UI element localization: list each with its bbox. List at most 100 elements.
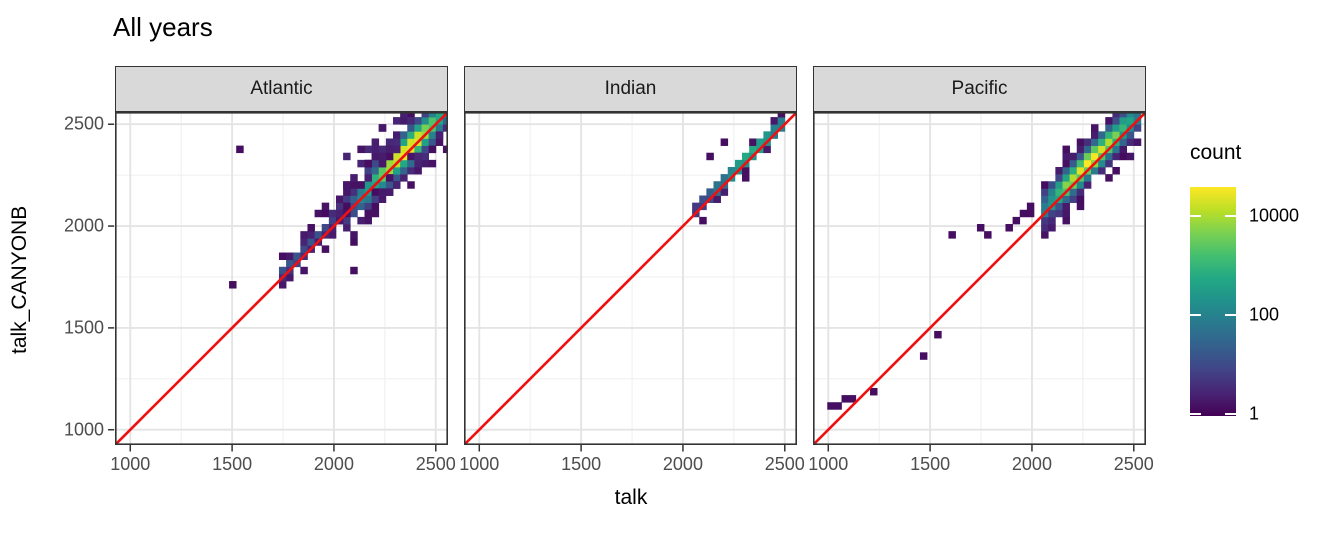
density-bin xyxy=(1055,174,1063,182)
density-bin xyxy=(407,124,415,132)
density-bin xyxy=(414,166,422,175)
density-bin xyxy=(300,231,308,239)
density-bin xyxy=(343,152,351,161)
density-bin xyxy=(1055,166,1063,175)
facet-strip-indian: Indian xyxy=(464,66,797,112)
density-bin xyxy=(278,266,287,275)
density-bin xyxy=(1041,202,1049,211)
density-bin xyxy=(371,188,380,196)
density-bin xyxy=(328,216,337,225)
density-bin xyxy=(421,145,430,154)
density-bin xyxy=(1112,166,1120,175)
density-bin xyxy=(770,124,779,132)
density-bin xyxy=(442,145,448,154)
density-bin xyxy=(393,152,401,161)
density-bin xyxy=(371,145,380,154)
density-bin xyxy=(343,224,351,232)
density-bin xyxy=(763,131,771,139)
density-bin xyxy=(1098,159,1106,168)
density-bin xyxy=(713,181,721,189)
density-bin xyxy=(314,231,323,239)
density-bin xyxy=(742,166,750,175)
density-bin xyxy=(1083,152,1092,161)
density-bin xyxy=(1091,166,1099,175)
density-bin xyxy=(428,117,437,125)
density-bin xyxy=(1076,195,1085,203)
density-bin xyxy=(414,117,422,125)
density-bin xyxy=(749,138,757,146)
facet-strip-pacific: Pacific xyxy=(813,66,1146,112)
density-bin xyxy=(293,252,301,261)
density-bin xyxy=(742,152,750,161)
density-bin xyxy=(442,124,448,132)
density-bin xyxy=(407,152,415,161)
density-bin xyxy=(343,181,351,189)
density-bin xyxy=(385,174,394,182)
density-bin xyxy=(343,216,351,225)
density-bin xyxy=(428,159,437,168)
density-bin xyxy=(378,145,387,154)
density-bin xyxy=(727,166,736,175)
density-bin xyxy=(1083,145,1092,154)
x-tick-label: 2500 xyxy=(1113,454,1154,474)
density-bin xyxy=(428,145,437,154)
density-bin xyxy=(364,216,372,225)
identity-line xyxy=(464,112,797,445)
density-bin xyxy=(393,138,401,146)
density-bin xyxy=(421,117,430,125)
x-tick-label: 1000 xyxy=(110,454,151,474)
density-bin xyxy=(1062,159,1070,168)
density-bin xyxy=(1105,152,1113,161)
density-bin xyxy=(1055,209,1063,218)
density-bin xyxy=(1091,152,1099,161)
panel-plot-atlantic xyxy=(108,112,448,452)
density-bin xyxy=(1098,145,1106,154)
density-bin xyxy=(1098,131,1106,139)
density-bin xyxy=(1062,216,1070,225)
density-bin xyxy=(1098,138,1106,146)
density-bin xyxy=(1076,181,1085,189)
density-bin xyxy=(300,245,308,253)
density-bin xyxy=(414,131,422,139)
density-bin xyxy=(1069,188,1078,196)
density-bin xyxy=(1069,174,1078,182)
density-bin xyxy=(400,131,408,139)
density-bin xyxy=(236,145,244,154)
density-bin xyxy=(357,188,365,196)
density-bin xyxy=(1076,188,1085,196)
density-bin xyxy=(1055,188,1063,196)
x-tick-label: 2000 xyxy=(1011,454,1052,474)
panel-plot-pacific xyxy=(813,112,1146,452)
density-bin xyxy=(692,202,700,211)
density-bin xyxy=(749,145,757,154)
density-bin xyxy=(1048,224,1056,232)
density-bin xyxy=(371,159,380,168)
density-bin xyxy=(378,166,387,175)
density-bin xyxy=(300,266,308,275)
density-bin xyxy=(393,181,401,189)
density-bin xyxy=(1126,131,1135,139)
density-bin xyxy=(1119,117,1128,125)
density-bin xyxy=(321,245,330,253)
density-bin xyxy=(1083,181,1092,189)
density-bin xyxy=(1062,152,1070,161)
density-bin xyxy=(984,231,992,239)
density-bin xyxy=(706,188,714,196)
density-bin xyxy=(335,209,344,218)
density-bin xyxy=(1119,112,1128,118)
density-bin xyxy=(1112,131,1120,139)
density-bin xyxy=(442,117,448,125)
density-bin xyxy=(371,152,380,161)
density-bin xyxy=(364,195,372,203)
density-bin xyxy=(407,112,415,118)
density-bin xyxy=(1091,124,1099,132)
density-bin xyxy=(1076,202,1085,211)
bins-layer xyxy=(115,112,448,445)
identity-line xyxy=(115,112,448,445)
density-bin xyxy=(742,174,750,182)
density-bin xyxy=(1019,209,1028,218)
density-bin xyxy=(378,124,387,132)
density-bin xyxy=(870,387,878,396)
density-bin xyxy=(1041,195,1049,203)
density-bin xyxy=(364,145,372,154)
